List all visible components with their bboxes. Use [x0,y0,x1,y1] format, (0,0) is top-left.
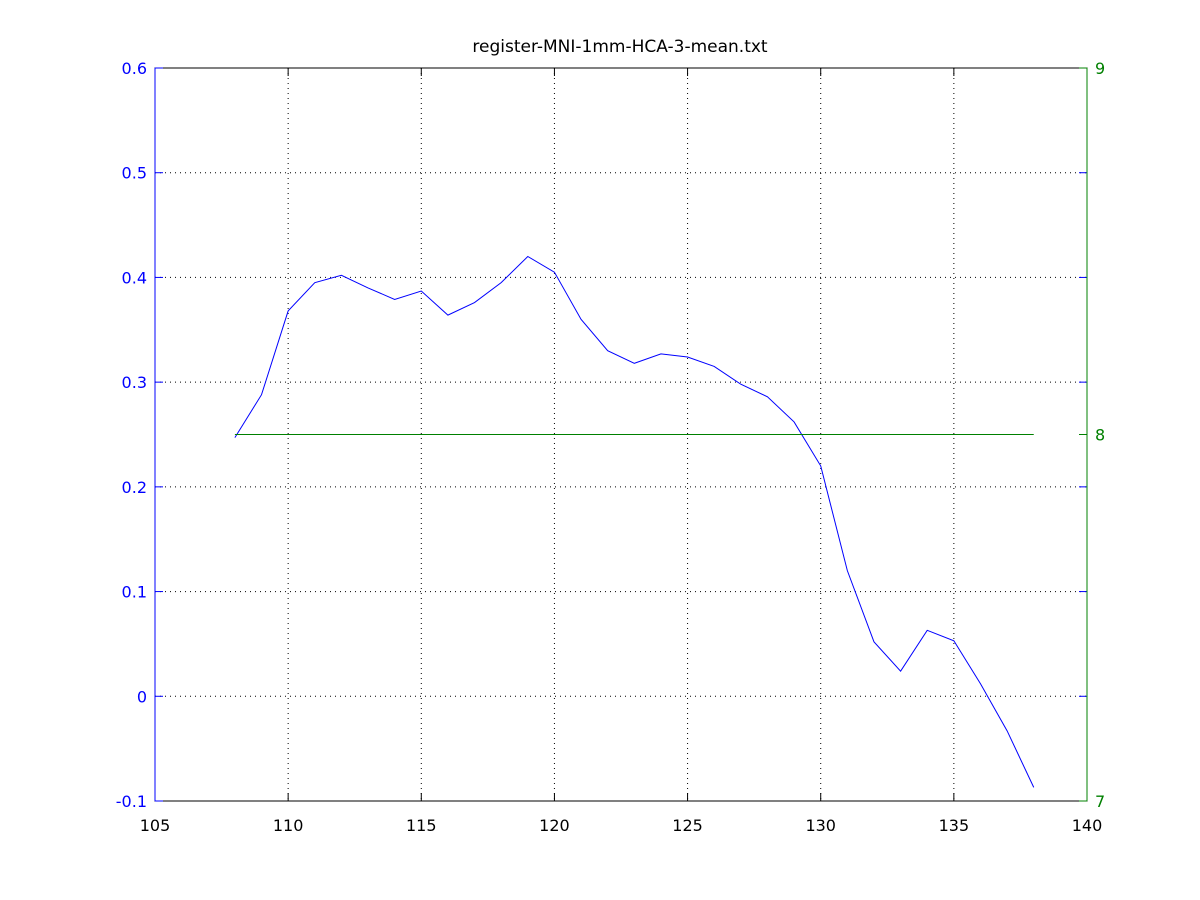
y-tick-label: 0.5 [122,164,147,183]
y2-tick-label: 8 [1095,426,1105,445]
y-tick-label: 0.1 [122,583,147,602]
grid [155,68,1087,801]
y-tick-label: 0.6 [122,59,147,78]
y-tick-label: 0 [137,687,147,706]
chart-title: register-MNI-1mm-HCA-3-mean.txt [472,37,768,57]
x-tick-label: 110 [273,816,304,835]
y-tick-label: 0.3 [122,373,147,392]
y2-tick-label: 9 [1095,59,1105,78]
y2-tick-label: 7 [1095,792,1105,811]
x-tick-label: 105 [140,816,171,835]
series-layer [234,255,1035,788]
x-tick-label: 130 [805,816,836,835]
x-tick-label: 120 [539,816,570,835]
x-tick-label: 125 [672,816,703,835]
axes: 105 110 115 120 125 130 135 140 -0.1 0 0.1 0.2 0.3 0.… [116,59,1105,835]
x-tick-label: 135 [939,816,970,835]
x-tick-label: 115 [406,816,437,835]
y-tick-label: -0.1 [116,792,147,811]
x-tick-label: 140 [1072,816,1103,835]
series-line-left [234,255,1035,788]
y-tick-label: 0.4 [122,268,147,287]
y-tick-label: 0.2 [122,478,147,497]
